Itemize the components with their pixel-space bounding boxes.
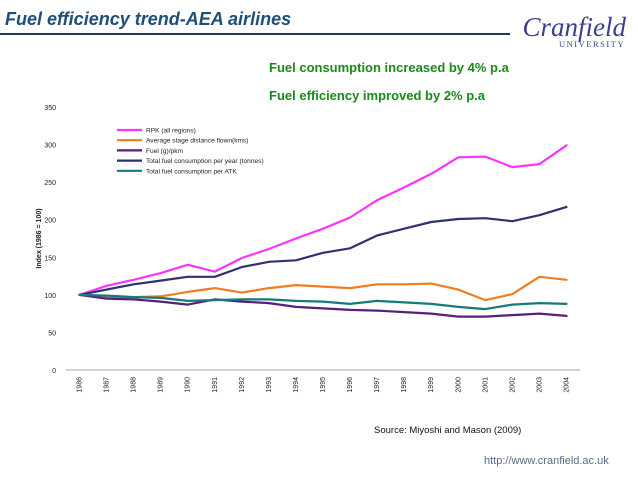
chart-legend: RPK (all regions) Average stage distance …	[117, 128, 264, 175]
y-tick-label: 150	[44, 255, 56, 262]
x-tick-label: 2002	[509, 377, 516, 393]
x-tick-label: 1999	[428, 377, 435, 393]
x-tick-label: 2003	[536, 377, 543, 393]
y-tick-label: 200	[44, 218, 56, 225]
x-tick-label: 2000	[455, 377, 462, 393]
x-tick-label: 2001	[482, 377, 489, 393]
x-tick-label: 1994	[293, 377, 300, 393]
series-line	[78, 293, 568, 318]
x-tick-label: 1991	[212, 377, 219, 393]
y-axis-label: Index (1986 = 100)	[36, 208, 43, 268]
x-tick-label: 1995	[320, 377, 327, 393]
title-divider	[0, 33, 510, 35]
cranfield-logo: Cranfield UNIVERSITY	[508, 12, 632, 49]
x-tick-label: 1993	[266, 377, 273, 393]
logo-name: Cranfield	[522, 12, 626, 42]
series-line	[78, 144, 568, 296]
x-tick-label: 1990	[185, 377, 192, 393]
slide-title: Fuel efficiency trend-AEA airlines	[5, 9, 292, 29]
legend-label: RPK (all regions)	[146, 128, 196, 135]
x-tick-label: 1992	[239, 377, 246, 393]
note-fuel-consumption: Fuel consumption increased by 4% p.a	[269, 60, 509, 75]
series-line	[78, 205, 568, 296]
x-tick-label: 1996	[347, 377, 354, 393]
y-tick-label: 100	[44, 293, 56, 300]
note-fuel-efficiency: Fuel efficiency improved by 2% p.a	[269, 88, 486, 103]
x-tick-label: 2004	[563, 377, 570, 393]
legend-label: Average stage distance flown(kms)	[146, 138, 249, 145]
logo-subtitle: UNIVERSITY	[559, 39, 625, 49]
series-line	[78, 293, 568, 311]
x-tick-label: 1986	[77, 377, 84, 393]
legend-label: Total fuel consumption per ATK	[146, 168, 237, 175]
legend-label: Total fuel consumption per year (tonnes)	[146, 158, 264, 165]
source-citation: Source: Miyoshi and Mason (2009)	[374, 425, 522, 436]
y-tick-label: 50	[48, 330, 56, 337]
x-tick-label: 1987	[104, 377, 111, 393]
y-tick-label: 300	[44, 143, 56, 150]
y-tick-label: 250	[44, 180, 56, 187]
website-url[interactable]: http://www.cranfield.ac.uk	[484, 455, 609, 467]
legend-label: Fuel (g)/pkm	[146, 148, 184, 155]
chart-axes: 0 50 100 150 200 250 300 350 Index (1986 = 100) 1…	[36, 105, 580, 393]
x-tick-label: 1997	[374, 377, 381, 393]
x-tick-label: 1998	[401, 377, 408, 393]
y-tick-label: 0	[52, 368, 56, 375]
chart-series	[78, 144, 568, 318]
x-tick-label: 1988	[131, 377, 138, 393]
y-tick-label: 350	[44, 105, 56, 112]
series-line	[78, 275, 568, 302]
x-tick-label: 1989	[158, 377, 165, 393]
